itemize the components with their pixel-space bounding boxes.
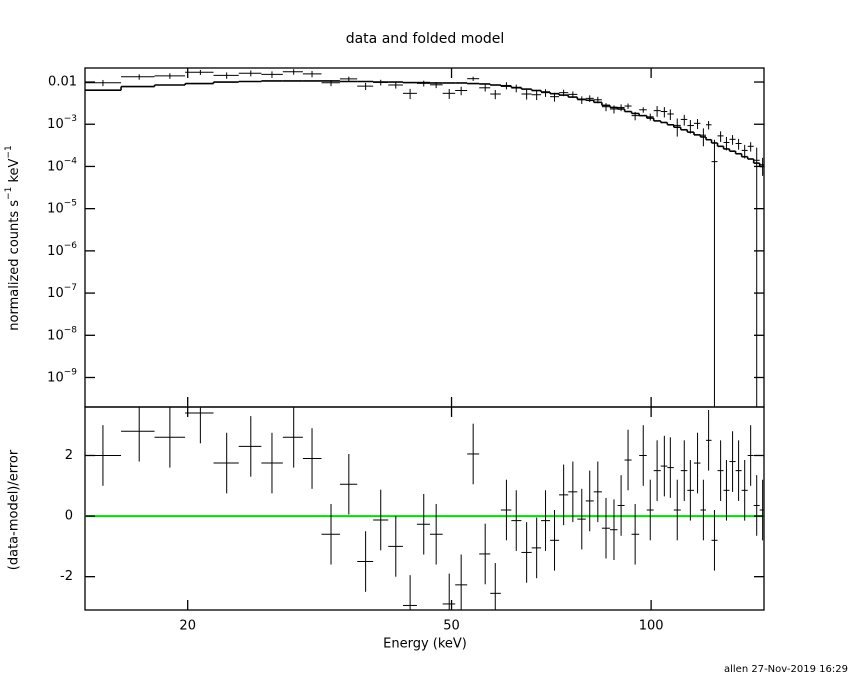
bottom-frame [84,406,765,611]
y-tick-label: 2 [65,448,73,463]
y-tick-label: 10−4 [47,156,77,174]
x-axis-label: Energy (keV) [383,637,467,652]
y-tick-label: 0.01 [48,75,77,90]
y-tick-exp: −8 [64,325,78,335]
model-riser [120,80,761,167]
y-tick-base: 10 [47,159,64,174]
y-tick-base: 10 [47,201,64,216]
top-frame [84,67,765,408]
y-tick-base: 10 [47,117,64,132]
y-tick-base: 10 [47,370,64,385]
y-tick-label: -2 [60,569,73,584]
y-tick-base: 10 [47,328,64,343]
y-tick-exp: −4 [64,156,78,166]
x-tick-label: 50 [443,619,460,634]
y-label-sup: −1 [4,187,14,200]
y-tick-label: 10−3 [47,114,77,132]
y-label-sup: −1 [4,145,14,158]
y-tick-label: 10−6 [47,240,77,258]
y-tick-label: 10−7 [47,283,77,301]
y-label-part: normalized counts s [7,200,22,331]
y-tick-exp: −5 [64,198,77,208]
y-tick-label: 10−5 [47,198,77,216]
chart-title: data and folded model [346,31,505,47]
x-tick-label: 20 [179,619,196,634]
y-tick-exp: −7 [64,283,77,293]
y-axis-label: (data-model)/error [7,449,22,570]
y-tick-exp: −3 [64,114,77,124]
y-tick-exp: −9 [64,367,78,377]
y-tick-base: 10 [47,286,64,301]
bottom-plot [85,407,764,610]
y-tick-base: 10 [47,243,64,258]
x-tick-label: 100 [639,619,664,634]
y-axis-label: normalized counts s−1 keV−1 [4,145,22,330]
y-label-part: keV [7,158,22,186]
top-plot [85,69,764,407]
y-tick-label: 10−8 [47,325,77,343]
y-tick-label: 10−9 [47,367,77,385]
y-tick-exp: −6 [64,240,78,250]
footer: allen 27-Nov-2019 16:29 [724,664,848,675]
y-tick-label: 0 [65,509,73,524]
